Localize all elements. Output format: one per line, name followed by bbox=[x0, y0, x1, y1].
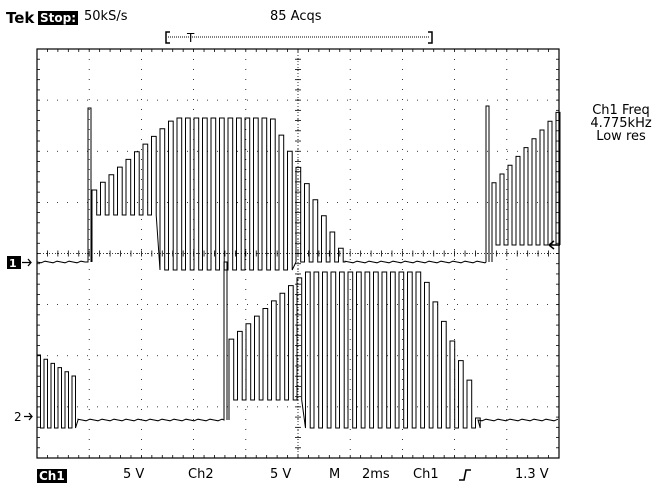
ch1-ground-marker-label: 1 bbox=[9, 257, 17, 270]
measurement-note: Low res bbox=[596, 129, 646, 144]
measurement-value: 4.775kHz bbox=[590, 116, 652, 131]
ch2-waveform-trace bbox=[36, 261, 559, 429]
ch1-ground-arrow-icon bbox=[22, 258, 32, 267]
ch1-scale: 5 V bbox=[123, 467, 145, 482]
ch1-ground-marker-icon bbox=[7, 256, 21, 269]
trigger-source: Ch1 bbox=[413, 467, 439, 482]
brand-logo: Tek bbox=[6, 9, 35, 27]
run-state-badge: Stop: bbox=[38, 11, 79, 25]
ch2-label: Ch2 bbox=[188, 467, 214, 482]
ch2-scale: 5 V bbox=[270, 467, 292, 482]
timebase-mode: M bbox=[329, 467, 341, 482]
ch1-waveform-trace bbox=[36, 105, 561, 271]
sample-rate: 50kS/s bbox=[84, 9, 128, 24]
ch2-ground-marker-label: 2 bbox=[14, 410, 22, 424]
ch2-ground-arrow-icon bbox=[24, 412, 33, 421]
ch1-label-badge: Ch1 bbox=[37, 469, 67, 483]
timebase-scale: 2ms bbox=[362, 467, 390, 482]
rising-edge-icon bbox=[459, 469, 471, 481]
trigger-level: 1.3 V bbox=[515, 467, 549, 482]
measurement-label: Ch1 Freq bbox=[592, 103, 650, 118]
record-window-bracket bbox=[165, 31, 433, 44]
acquisition-count: 85 Acqs bbox=[270, 9, 322, 24]
measurement-readout: Ch1 Freq 4.775kHz Low res bbox=[578, 104, 664, 143]
graticule-ticks bbox=[36, 48, 560, 459]
trigger-position-marker: T bbox=[186, 31, 195, 45]
